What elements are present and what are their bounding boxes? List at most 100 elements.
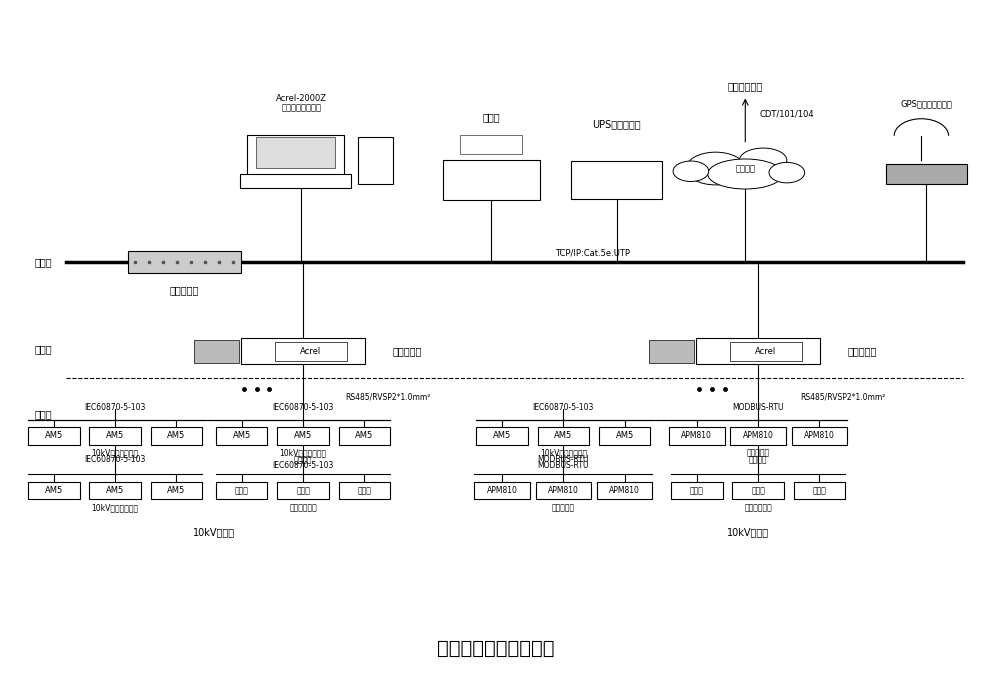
Ellipse shape: [769, 162, 805, 183]
Bar: [194, 340, 239, 363]
Text: IEC60870-5-103: IEC60870-5-103: [273, 403, 333, 412]
Bar: [597, 482, 653, 499]
Bar: [474, 482, 530, 499]
Bar: [28, 482, 79, 499]
Bar: [128, 251, 241, 273]
Text: AM5: AM5: [168, 486, 186, 495]
Bar: [476, 427, 528, 445]
Bar: [538, 427, 589, 445]
Text: GPS或北斗对时装置: GPS或北斗对时装置: [901, 99, 952, 108]
Text: IEC60870-5-103: IEC60870-5-103: [84, 403, 146, 412]
Text: APM810: APM810: [805, 432, 835, 440]
Bar: [216, 482, 268, 499]
Text: 数据采集器: 数据采集器: [393, 347, 422, 356]
Text: 其它智能设备: 其它智能设备: [744, 503, 772, 512]
Text: AM5: AM5: [615, 432, 634, 440]
Bar: [357, 137, 393, 184]
Text: IEC60870-5-103: IEC60870-5-103: [84, 456, 146, 464]
Text: MODBUS-RTU: MODBUS-RTU: [732, 403, 784, 412]
Text: 直流屏: 直流屏: [235, 486, 249, 495]
Text: 间隔层: 间隔层: [34, 409, 52, 419]
Text: APM810: APM810: [682, 432, 712, 440]
Text: MODBUS-RTU: MODBUS-RTU: [538, 461, 589, 470]
Bar: [241, 338, 365, 364]
Text: 网络交换机: 网络交换机: [170, 286, 199, 296]
Bar: [794, 482, 845, 499]
Bar: [216, 427, 268, 445]
Bar: [886, 164, 967, 184]
Text: IEC60870-5-103: IEC60870-5-103: [273, 461, 333, 470]
Text: 10kV保护测控装置: 10kV保护测控装置: [540, 449, 587, 458]
Bar: [536, 482, 591, 499]
Text: 10kV变电所: 10kV变电所: [727, 527, 770, 537]
Text: 打印机: 打印机: [482, 112, 500, 123]
Text: 电力监控系统组网方式: 电力监控系统组网方式: [437, 638, 555, 658]
Bar: [672, 482, 722, 499]
Text: AM5: AM5: [106, 486, 124, 495]
Bar: [792, 427, 847, 445]
Text: 10kV开闭所: 10kV开闭所: [193, 527, 235, 537]
Ellipse shape: [685, 152, 745, 185]
Text: 电度表: 电度表: [357, 486, 371, 495]
Bar: [338, 427, 390, 445]
Bar: [650, 340, 693, 363]
Text: AM5: AM5: [168, 432, 186, 440]
Text: 电力监控系统主机: 电力监控系统主机: [281, 103, 321, 112]
Bar: [151, 482, 202, 499]
Text: 指定规约: 指定规约: [749, 456, 768, 464]
Text: 站控层: 站控层: [34, 257, 52, 267]
Bar: [278, 427, 328, 445]
Text: 指定规约: 指定规约: [294, 456, 312, 464]
Text: AM5: AM5: [233, 432, 251, 440]
Bar: [338, 482, 390, 499]
Text: AM5: AM5: [45, 432, 62, 440]
Bar: [89, 427, 141, 445]
Text: 10kV保护测控装置: 10kV保护测控装置: [91, 503, 139, 512]
Bar: [696, 338, 820, 364]
Text: RS485/RVSP2*1.0mm²: RS485/RVSP2*1.0mm²: [345, 393, 431, 401]
Bar: [442, 160, 540, 200]
Bar: [732, 482, 784, 499]
Text: AM5: AM5: [294, 432, 312, 440]
Text: 10kV保护测控装置: 10kV保护测控装置: [91, 449, 139, 458]
Bar: [28, 427, 79, 445]
Bar: [247, 135, 343, 177]
Text: 温控仪: 温控仪: [297, 486, 310, 495]
Text: 电度表: 电度表: [812, 486, 826, 495]
Bar: [151, 427, 202, 445]
Bar: [599, 427, 651, 445]
Text: TCP/IP:Cat.5e.UTP: TCP/IP:Cat.5e.UTP: [556, 249, 631, 258]
Text: 10kV保护测控装置: 10kV保护测控装置: [280, 449, 326, 458]
Text: 其它智能设备: 其它智能设备: [290, 503, 317, 512]
Text: APM810: APM810: [548, 486, 578, 495]
Text: RS485/RVSP2*1.0mm²: RS485/RVSP2*1.0mm²: [801, 393, 886, 401]
Text: 上级调度中心: 上级调度中心: [728, 82, 763, 92]
Bar: [571, 162, 663, 199]
Bar: [278, 482, 328, 499]
Bar: [256, 137, 334, 168]
Bar: [730, 427, 786, 445]
Bar: [730, 342, 802, 361]
Text: IEC60870-5-103: IEC60870-5-103: [533, 403, 594, 412]
Text: 多功能仪表: 多功能仪表: [552, 503, 574, 512]
Bar: [670, 427, 724, 445]
Ellipse shape: [707, 159, 783, 189]
Text: AM5: AM5: [106, 432, 124, 440]
Text: Acrel: Acrel: [756, 347, 777, 356]
Text: AM5: AM5: [493, 432, 511, 440]
Text: Acrel-2000Z: Acrel-2000Z: [276, 95, 326, 103]
Text: 温控仪: 温控仪: [751, 486, 765, 495]
Text: 专有网络: 专有网络: [735, 164, 755, 173]
Text: Acrel: Acrel: [301, 347, 321, 356]
Bar: [240, 174, 350, 188]
Ellipse shape: [739, 148, 787, 173]
Text: 通讯层: 通讯层: [34, 345, 52, 354]
Text: APM810: APM810: [743, 432, 774, 440]
Text: APM810: APM810: [486, 486, 518, 495]
Bar: [460, 135, 522, 154]
Text: APM810: APM810: [609, 486, 640, 495]
Text: MODBUS-RTU: MODBUS-RTU: [538, 456, 589, 464]
Text: AM5: AM5: [555, 432, 572, 440]
Text: UPS不间断电源: UPS不间断电源: [592, 119, 641, 129]
Text: 数据采集器: 数据采集器: [848, 347, 877, 356]
